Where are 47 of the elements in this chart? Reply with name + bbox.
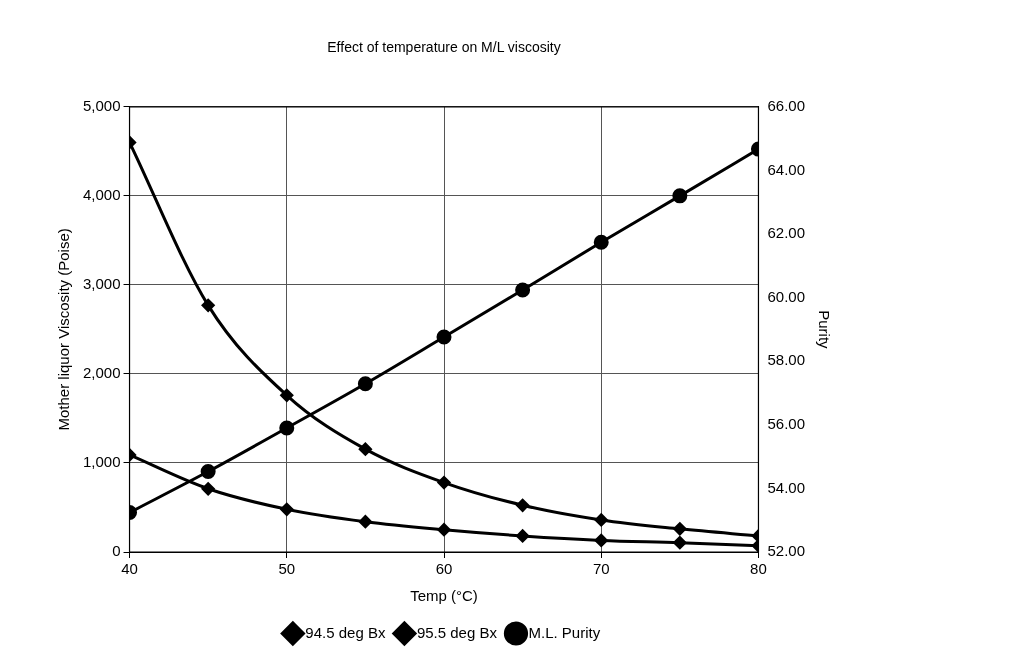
y-tick-label: 1,000 (82, 453, 121, 471)
point (280, 388, 294, 402)
x-tick-label: 40 (121, 560, 138, 578)
point (515, 282, 531, 298)
y2-axis-title: Purity (815, 310, 833, 350)
point (673, 536, 687, 550)
y2-tick-label: 52.00 (767, 542, 806, 560)
y-tick-label: 2,000 (82, 364, 121, 382)
point (516, 529, 530, 543)
point (357, 376, 373, 392)
x-tick-label: 70 (592, 560, 610, 578)
y-tick-label: 4,000 (82, 185, 121, 203)
x-tick-label: 60 (435, 560, 453, 578)
chart-title: Effect of temperature on M/L viscosity (327, 39, 561, 56)
y2-tick-label: 62.00 (767, 224, 806, 242)
y2-tick-label: 56.00 (767, 414, 806, 432)
point (672, 188, 688, 204)
point (437, 476, 451, 490)
point (201, 482, 215, 496)
legend-label: M.L. Purity (528, 623, 601, 641)
point (437, 523, 451, 537)
x-axis-title: Temp (°C) (410, 587, 478, 605)
legend-label: 95.5 deg Bx (416, 623, 498, 641)
y-tick-label: 3,000 (82, 275, 121, 293)
y-tick-label: 0 (112, 542, 121, 560)
point (280, 502, 294, 516)
x-tick-label: 80 (750, 560, 767, 578)
point (279, 420, 295, 436)
y2-tick-label: 60.00 (767, 287, 806, 305)
point (201, 298, 215, 312)
point (594, 533, 608, 547)
x-tick-label: 50 (278, 560, 296, 578)
y2-tick-label: 54.00 (767, 478, 806, 496)
point (673, 522, 687, 536)
y-axis-title: Mother liquor Viscosity (Poise) (55, 228, 73, 431)
point (516, 498, 530, 512)
y-tick-label: 5,000 (82, 96, 121, 114)
point (358, 515, 372, 529)
point (200, 464, 216, 480)
point (594, 513, 608, 527)
legend-label: 94.5 deg Bx (305, 623, 386, 641)
point (358, 442, 372, 456)
y2-tick-label: 64.00 (767, 160, 806, 178)
y2-tick-label: 58.00 (767, 351, 806, 369)
point (436, 329, 452, 345)
point (593, 234, 609, 250)
y2-tick-label: 66.00 (767, 96, 806, 114)
